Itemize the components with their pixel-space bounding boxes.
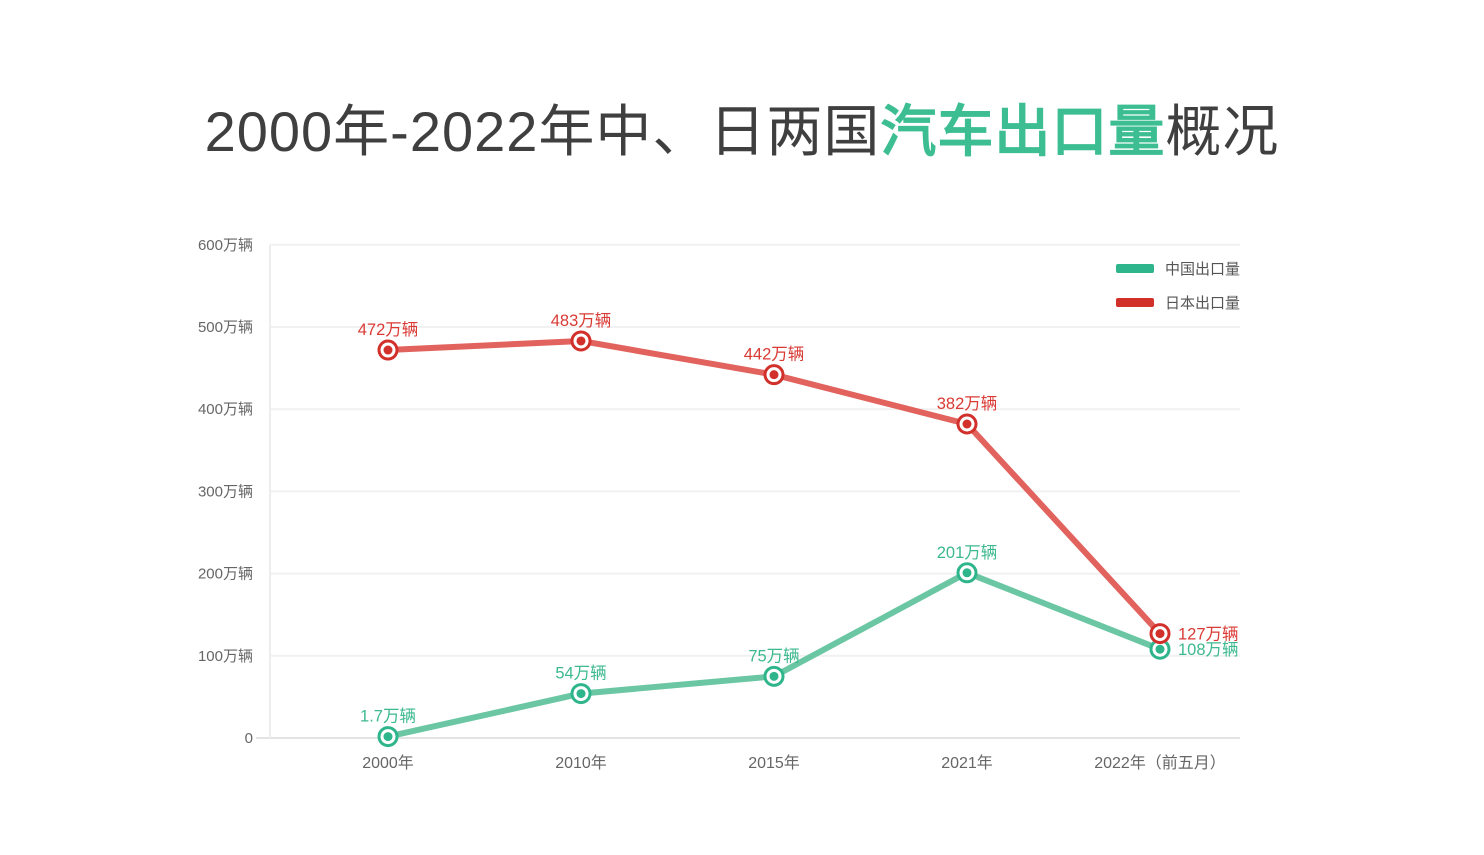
y-tick-label: 600万辆 <box>198 237 253 254</box>
y-tick-label: 100万辆 <box>198 648 253 665</box>
legend-item-japan: 日本出口量 <box>1115 292 1240 313</box>
x-tick-label: 2021年 <box>941 754 993 772</box>
title-highlight: 汽车出口量 <box>880 100 1166 163</box>
title-suffix: 概况 <box>1165 100 1280 163</box>
data-point-dot-china <box>962 568 972 578</box>
data-point-dot-china <box>576 689 586 699</box>
data-point-label-china: 108万辆 <box>1178 640 1239 659</box>
data-point-label-japan: 127万辆 <box>1178 625 1239 644</box>
data-point-dot-japan <box>383 345 393 355</box>
data-point-label-japan: 483万辆 <box>551 311 612 330</box>
y-tick-label: 0 <box>245 730 253 747</box>
legend-label-japan: 日本出口量 <box>1164 295 1240 312</box>
data-point-dot-china <box>383 732 393 742</box>
x-tick-label: 2022年（前五月） <box>1094 754 1226 772</box>
y-tick-label: 400万辆 <box>198 401 253 418</box>
data-point-dot-china <box>1155 644 1165 654</box>
legend-swatch-japan <box>1115 298 1154 307</box>
data-point-label-china: 54万辆 <box>555 664 606 683</box>
chart-title: 2000年-2022年中、日两国汽车出口量概况 <box>0 100 1484 164</box>
x-tick-label: 2010年 <box>555 754 607 772</box>
legend-label-china: 中国出口量 <box>1164 261 1240 278</box>
data-point-label-japan: 442万辆 <box>744 345 805 364</box>
y-tick-label: 500万辆 <box>198 319 253 336</box>
y-tick-label: 200万辆 <box>198 566 253 583</box>
data-point-label-china: 1.7万辆 <box>360 707 416 726</box>
data-point-label-japan: 382万辆 <box>937 394 998 413</box>
legend-item-china: 中国出口量 <box>1115 258 1240 279</box>
data-point-dot-japan <box>1155 629 1165 639</box>
x-tick-label: 2015年 <box>748 754 800 772</box>
y-tick-label: 300万辆 <box>198 483 253 500</box>
data-point-label-japan: 472万辆 <box>358 320 419 339</box>
chart-legend: 中国出口量 日本出口量 <box>1115 258 1240 313</box>
data-point-label-china: 201万辆 <box>937 543 998 562</box>
data-point-dot-japan <box>576 336 586 346</box>
data-point-dot-china <box>769 671 779 681</box>
data-point-label-china: 75万辆 <box>748 646 799 665</box>
data-point-dot-japan <box>962 419 972 429</box>
legend-swatch-china <box>1115 264 1154 273</box>
x-tick-label: 2000年 <box>362 754 414 772</box>
data-point-dot-japan <box>769 370 779 380</box>
title-prefix: 2000年-2022年中、日两国 <box>204 100 881 163</box>
